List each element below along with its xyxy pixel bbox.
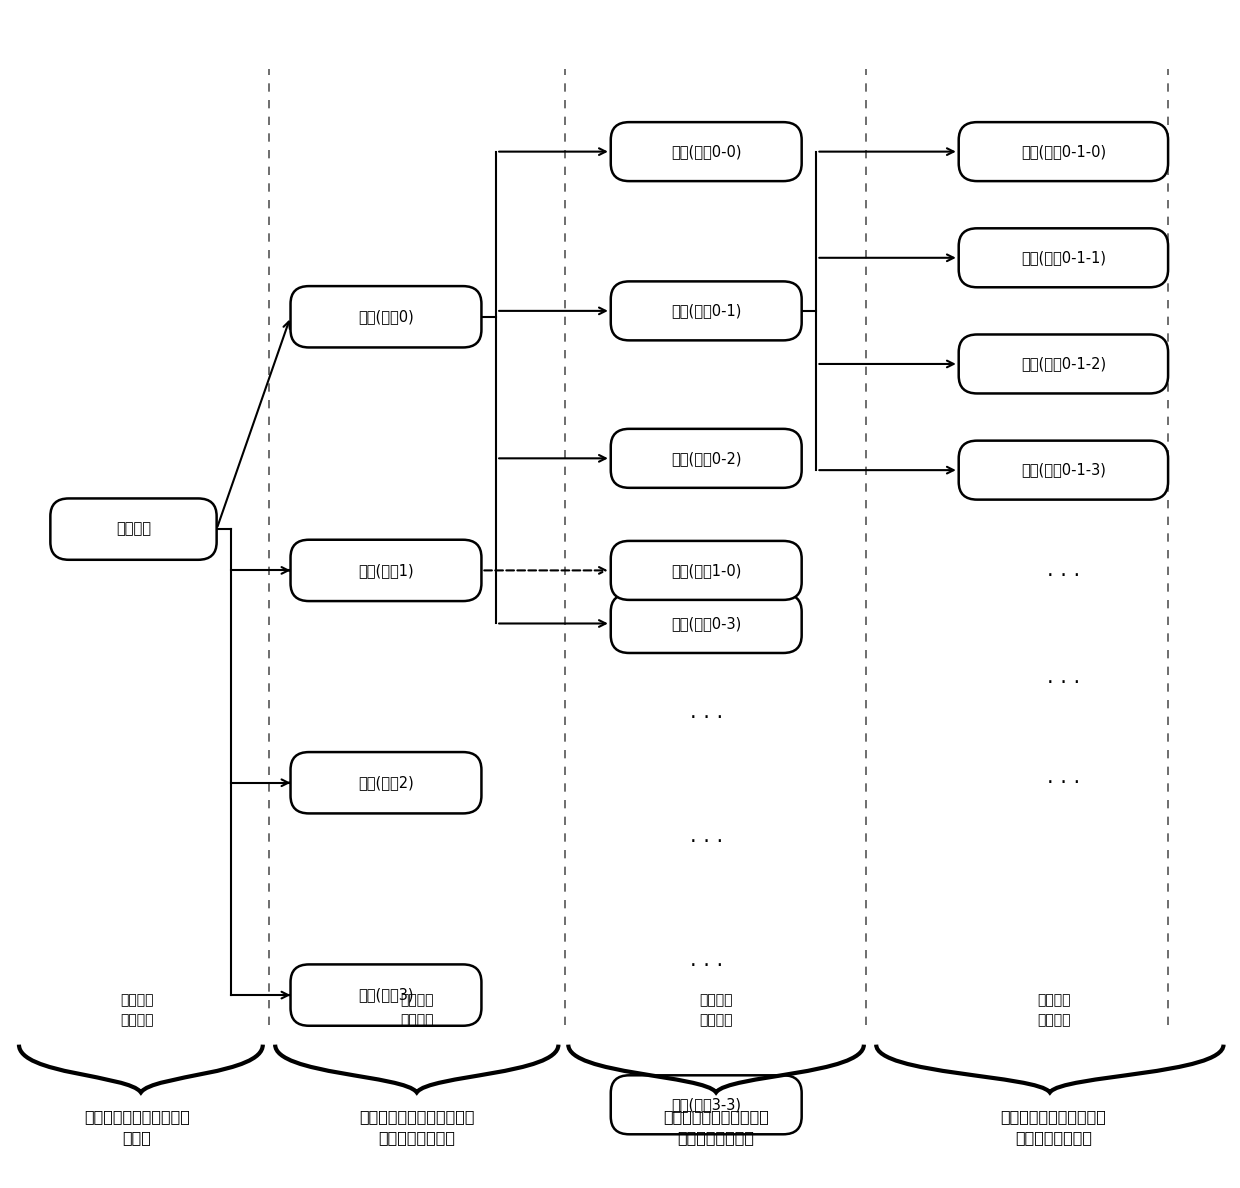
Text: 定向(方向0-1-0): 定向(方向0-1-0) — [1021, 144, 1106, 159]
Text: 天线定向（覆盖角度小）
增益高，定向性高: 天线定向（覆盖角度小） 增益高，定向性高 — [1001, 1110, 1106, 1145]
Text: 第三信息: 第三信息 — [699, 993, 733, 1007]
FancyBboxPatch shape — [959, 228, 1168, 287]
FancyBboxPatch shape — [611, 541, 802, 600]
Text: . . .: . . . — [689, 949, 723, 969]
Text: 天线定向（覆盖角度较广）
增益低，定向性差: 天线定向（覆盖角度较广） 增益低，定向性差 — [360, 1110, 475, 1145]
Text: . . .: . . . — [689, 702, 723, 722]
Text: 第二信息: 第二信息 — [401, 993, 434, 1007]
FancyBboxPatch shape — [290, 965, 481, 1025]
Text: 定向(方向0-1-1): 定向(方向0-1-1) — [1021, 251, 1106, 265]
FancyBboxPatch shape — [611, 594, 802, 653]
FancyBboxPatch shape — [290, 539, 481, 601]
Text: 定向(方向3): 定向(方向3) — [358, 987, 414, 1003]
Text: 定向(方向0-0): 定向(方向0-0) — [671, 144, 742, 159]
Text: 天线定向（覆盖角度中）
增益中，定向性中: 天线定向（覆盖角度中） 增益中，定向性中 — [663, 1110, 769, 1145]
Text: 检测等级: 检测等级 — [699, 1013, 733, 1026]
FancyBboxPatch shape — [290, 286, 481, 347]
Text: 定向(方向2): 定向(方向2) — [358, 776, 414, 790]
Text: 定向(方向0-1-2): 定向(方向0-1-2) — [1021, 356, 1106, 372]
Text: 定向(方向0-1-3): 定向(方向0-1-3) — [1021, 462, 1106, 478]
Text: . . .: . . . — [1047, 766, 1080, 786]
Text: 定向(方向0-1): 定向(方向0-1) — [671, 303, 742, 318]
Text: 全向模式: 全向模式 — [117, 522, 151, 537]
Text: 检测等级: 检测等级 — [401, 1013, 434, 1026]
Text: 定向(方向0): 定向(方向0) — [358, 309, 414, 324]
Text: 检测等级: 检测等级 — [120, 1013, 154, 1026]
Text: 定向(方向0-3): 定向(方向0-3) — [671, 617, 742, 631]
Text: . . .: . . . — [689, 826, 723, 846]
FancyBboxPatch shape — [611, 282, 802, 341]
Text: 第四信息: 第四信息 — [1037, 993, 1070, 1007]
FancyBboxPatch shape — [51, 499, 217, 560]
FancyBboxPatch shape — [611, 122, 802, 181]
Text: 定向(方向3-3): 定向(方向3-3) — [671, 1098, 742, 1112]
Text: 检测等级: 检测等级 — [1037, 1013, 1070, 1026]
FancyBboxPatch shape — [959, 122, 1168, 181]
Text: 天线全向（覆盖角度广）
增益低: 天线全向（覆盖角度广） 增益低 — [84, 1110, 190, 1145]
Text: . . .: . . . — [1047, 561, 1080, 581]
FancyBboxPatch shape — [611, 1075, 802, 1135]
FancyBboxPatch shape — [959, 335, 1168, 393]
FancyBboxPatch shape — [611, 429, 802, 488]
Text: 定向(方向0-2): 定向(方向0-2) — [671, 450, 742, 466]
FancyBboxPatch shape — [959, 441, 1168, 500]
Text: . . .: . . . — [1047, 666, 1080, 687]
Text: 定向(方向1): 定向(方向1) — [358, 563, 414, 577]
FancyBboxPatch shape — [290, 752, 481, 814]
Text: 定向(方向1-0): 定向(方向1-0) — [671, 563, 742, 577]
Text: 第一信息: 第一信息 — [120, 993, 154, 1007]
